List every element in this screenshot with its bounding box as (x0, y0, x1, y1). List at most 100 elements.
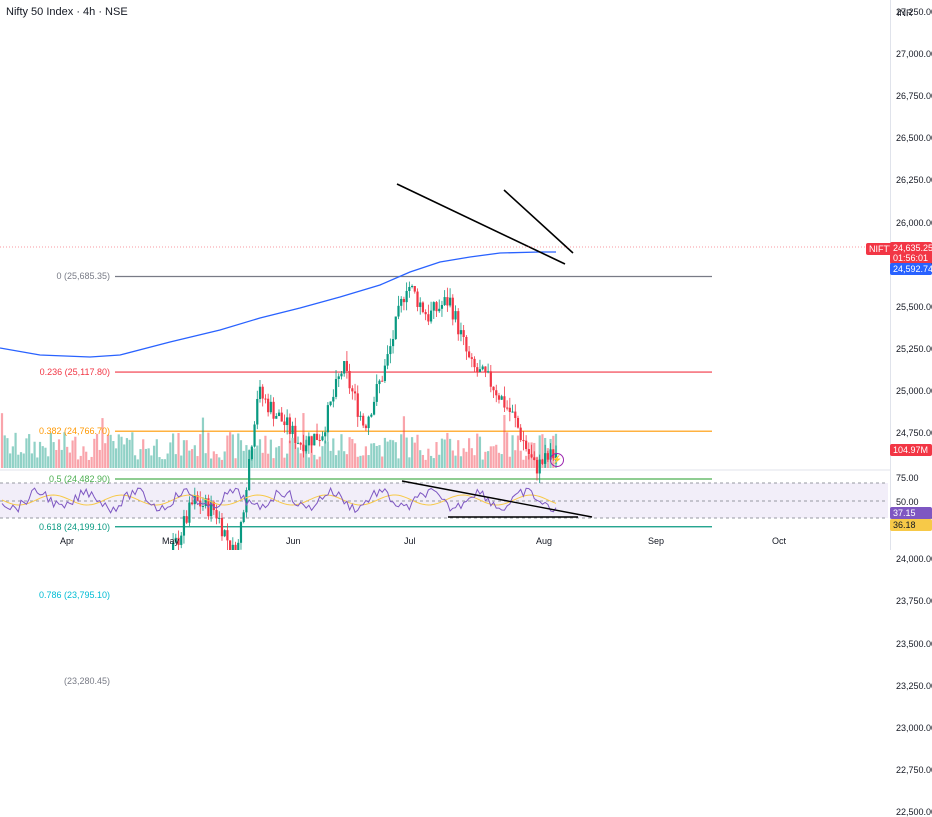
volume-bar (152, 445, 156, 468)
volume-bar (112, 441, 115, 468)
candle-body (372, 401, 376, 415)
candle-body (264, 398, 267, 400)
volume-bar (283, 457, 286, 468)
volume-bar (500, 454, 503, 468)
price-tick-label: 23,000.00 (896, 722, 932, 733)
volume-bar (125, 438, 129, 468)
volume-bar (47, 456, 50, 468)
volume-bar (345, 454, 348, 468)
candle-body (248, 459, 251, 491)
volume-bar (546, 448, 549, 468)
rsi-level-50: 50.00 (896, 497, 919, 507)
volume-bar (248, 450, 251, 468)
candle-body (348, 370, 351, 389)
candle-body (288, 417, 291, 435)
candle-body (419, 302, 422, 307)
candle-body (253, 424, 256, 447)
volume-bar (429, 455, 433, 468)
volume-bar (212, 451, 215, 468)
candle-body (180, 535, 183, 545)
candle-body (487, 371, 490, 373)
candle-body (443, 297, 446, 306)
candle-body (533, 457, 536, 461)
candle-body (359, 415, 362, 417)
candle-body (315, 433, 319, 440)
volume-bar (378, 445, 381, 468)
volume-bar (223, 451, 226, 468)
volume-bar (313, 454, 316, 468)
volume-bar (489, 446, 492, 468)
candle-body (182, 516, 186, 536)
rsi-line (1, 486, 557, 514)
price-tick-label: 26,250.00 (896, 175, 932, 186)
volume-bar (465, 451, 468, 468)
volume-bar (201, 417, 205, 468)
volume-bar (6, 438, 9, 468)
time-tick-label: Jul (404, 536, 416, 546)
candle-body (204, 498, 207, 507)
candle-body (386, 354, 389, 366)
candle-body (196, 495, 199, 501)
volume-bar (305, 439, 308, 468)
ma-price-badge: 24,592.74 (890, 263, 932, 275)
candle-body (462, 330, 465, 337)
volume-bar (503, 415, 506, 468)
volume-bar (448, 438, 452, 468)
volume-bar (267, 453, 270, 468)
candle-body (201, 506, 205, 508)
volume-bar (459, 456, 463, 468)
candle-body (234, 544, 237, 550)
candle-body (429, 310, 433, 322)
candle-body (408, 286, 411, 291)
volume-bar (440, 438, 444, 468)
volume-bar (473, 455, 476, 468)
volume-bar (519, 450, 522, 468)
lightning-icon[interactable]: ⚡ (550, 453, 564, 467)
candle-body (269, 401, 272, 413)
volume-bar (476, 433, 479, 468)
candle-body (177, 537, 180, 545)
volume-bar (419, 450, 422, 468)
volume-bar (120, 436, 123, 468)
price-tick-label: 27,000.00 (896, 49, 932, 60)
candle-body (538, 459, 541, 474)
rsi-level-75: 75.00 (896, 473, 919, 483)
time-tick-label: Oct (772, 536, 787, 546)
volume-bar (30, 453, 33, 468)
price-tick-label: 23,750.00 (896, 596, 932, 607)
volume-bar (144, 448, 148, 468)
volume-bar (408, 457, 411, 468)
fib-level-label: 0 (25,685.35) (56, 271, 110, 282)
volume-bar (11, 446, 14, 468)
volume-bar (530, 442, 533, 468)
volume-bar (397, 458, 400, 468)
volume-bar (250, 450, 253, 468)
candle-body (503, 396, 506, 408)
volume-bar (76, 459, 80, 468)
volume-bar (478, 436, 482, 468)
candle-body (546, 453, 549, 460)
volume-bar (63, 432, 66, 468)
candle-body (326, 405, 329, 433)
volume-bar (269, 439, 272, 468)
candle-body (427, 314, 430, 322)
candle-body (424, 312, 427, 315)
rsi-ma-value-badge: 36.18 (890, 519, 932, 531)
volume-bar (182, 440, 186, 468)
volume-bar (128, 439, 131, 468)
chart-canvas[interactable] (0, 0, 932, 550)
volume-bar (133, 455, 137, 468)
candle-body (438, 308, 441, 312)
volume-bar (470, 448, 473, 468)
candle-body (212, 501, 215, 511)
volume-bar (185, 440, 188, 468)
candle-body (525, 440, 528, 450)
candle-body (413, 285, 416, 292)
price-axis[interactable] (890, 0, 932, 550)
trendline-upper (503, 189, 574, 254)
volume-bar (324, 440, 327, 468)
volume-bar (340, 434, 343, 468)
volume-bar (481, 459, 484, 468)
volume-bar (329, 450, 332, 468)
